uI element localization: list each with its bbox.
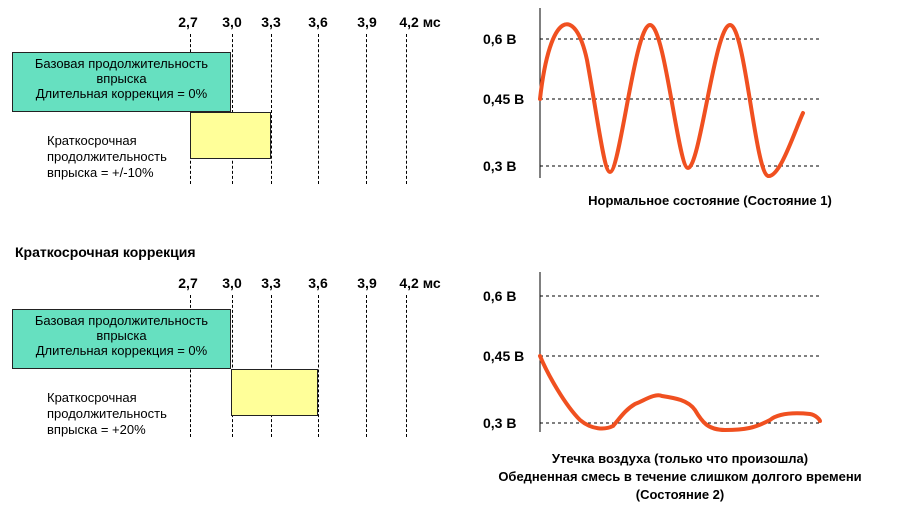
panel2-base-duration-box: Базовая продолжительность впрыска Длител… <box>12 309 231 369</box>
panel2-gridline <box>318 295 319 437</box>
graph1-ylabel-0-6: 0,6 В <box>483 31 517 47</box>
tick-2-7: 2,7 <box>178 275 198 291</box>
graph2-ylabel-0-3: 0,3 В <box>483 415 517 431</box>
tick-3-6: 3,6 <box>308 14 328 30</box>
tick-3-0: 3,0 <box>222 275 242 291</box>
graph2-ylabel-0-45: 0,45 В <box>483 348 525 364</box>
tick-3-6: 3,6 <box>308 275 328 291</box>
tick-3-0: 3,0 <box>222 14 242 30</box>
tick-4-2: 4,2 мс <box>399 14 441 30</box>
panel2-base-line3: Длительная коррекция = 0% <box>35 343 208 358</box>
graph1-caption: Нормальное состояние (Состояние 1) <box>588 193 832 208</box>
panel2-base-line1: Базовая продолжительность <box>34 313 209 328</box>
graph2-ylabel-0-6: 0,6 В <box>483 288 517 304</box>
graph1-ylabel-0-3: 0,3 В <box>483 158 517 174</box>
panel1-short-term-label: Краткосрочная продолжительность впрыска … <box>47 133 167 181</box>
panel1-gridline <box>366 34 367 184</box>
graph2-caption-line1: Утечка воздуха (только что произошла) <box>551 451 809 466</box>
panel2-gridline <box>406 295 407 437</box>
panel1-short-line3: впрыска = +/-10% <box>47 165 154 180</box>
panel1-gridline <box>318 34 319 184</box>
panel2-gridline <box>366 295 367 437</box>
panel2-short-line3: впрыска = +20% <box>47 422 146 437</box>
tick-3-9: 3,9 <box>357 14 377 30</box>
panel1-gridline <box>232 34 233 184</box>
panel2-gridline <box>232 295 233 437</box>
graph2-caption-line2: Обедненная смесь в течение слишком долго… <box>498 469 862 484</box>
graph1-ylabel-0-45: 0,45 В <box>483 91 525 107</box>
panel1-short-term-box <box>190 112 271 159</box>
panel1-base-line2: впрыска <box>96 71 147 86</box>
section-title-short-term-correction: Краткосрочная коррекция <box>15 244 196 260</box>
panel1-base-line1: Базовая продолжительность <box>34 56 209 71</box>
panel1-base-line3: Длительная коррекция = 0% <box>35 86 208 101</box>
tick-3-3: 3,3 <box>261 275 281 291</box>
tick-3-3: 3,3 <box>261 14 281 30</box>
graph2-caption-line3: (Состояние 2) <box>635 487 725 502</box>
graph2-caption: Утечка воздуха (только что произошла) Об… <box>455 450 905 504</box>
panel2-short-line1: Краткосрочная <box>47 390 137 405</box>
panel2-gridline <box>271 295 272 437</box>
graph2-oxygen-sensor-wave <box>538 354 822 433</box>
graph1-oxygen-sensor-wave <box>538 22 805 178</box>
panel2-base-line2: впрыска <box>96 328 147 343</box>
panel1-short-line2: продолжительность <box>47 149 167 164</box>
panel1-gridline <box>271 34 272 184</box>
panel1-base-duration-box: Базовая продолжительность впрыска Длител… <box>12 52 231 112</box>
panel2-short-line2: продолжительность <box>47 406 167 421</box>
tick-4-2: 4,2 мс <box>399 275 441 291</box>
tick-3-9: 3,9 <box>357 275 377 291</box>
panel1-short-line1: Краткосрочная <box>47 133 137 148</box>
panel1-gridline <box>406 34 407 184</box>
panel2-short-term-box <box>231 369 318 416</box>
tick-2-7: 2,7 <box>178 14 198 30</box>
panel2-short-term-label: Краткосрочная продолжительность впрыска … <box>47 390 167 438</box>
